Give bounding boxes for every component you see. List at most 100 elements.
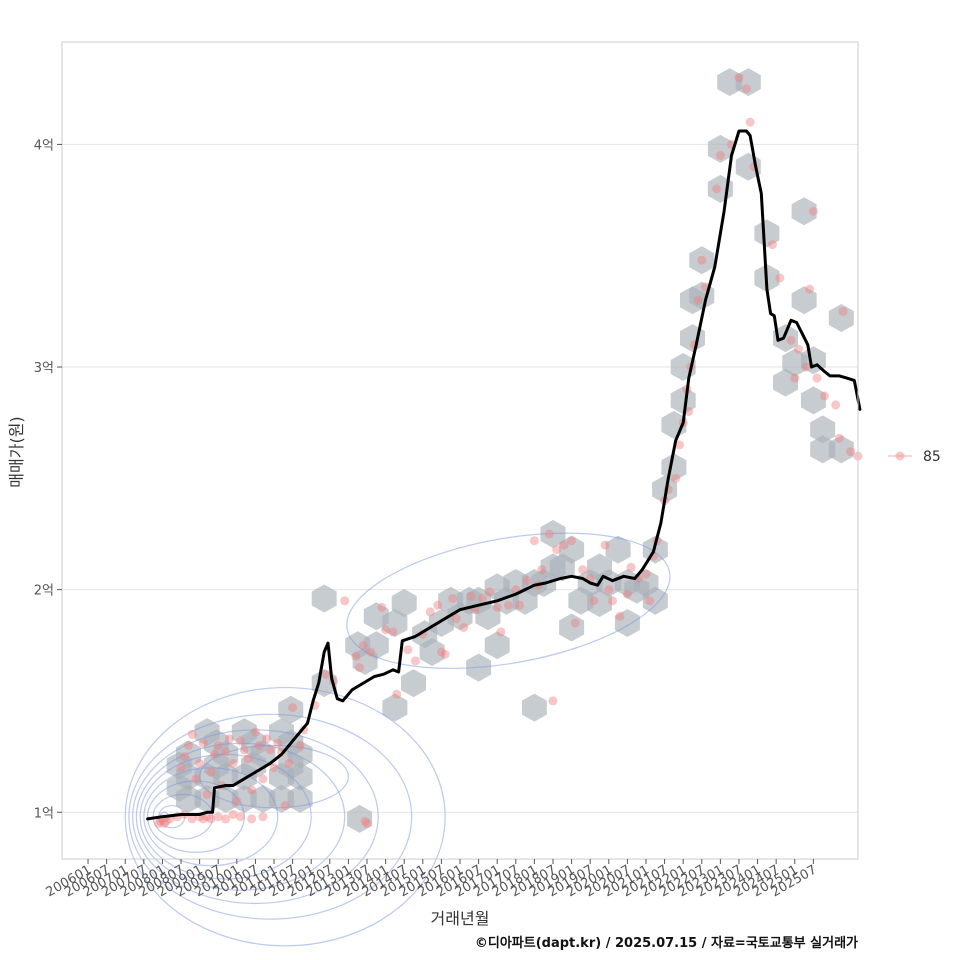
scatter-point-61 xyxy=(366,647,376,657)
hex-bin-36 xyxy=(401,669,426,698)
scatter-point-24 xyxy=(195,758,205,768)
scatter-point-42 xyxy=(262,734,272,744)
hex-bin-95 xyxy=(363,602,389,631)
density-contour-6 xyxy=(135,742,346,891)
scatter-point-55 xyxy=(340,596,350,606)
scatter-point-58 xyxy=(358,640,368,650)
scatter-point-53 xyxy=(321,669,331,679)
scatter-point-100 xyxy=(608,596,617,606)
scatter-point-20 xyxy=(180,752,190,762)
hex-bin-86 xyxy=(800,386,826,415)
scatter-point-129 xyxy=(775,273,785,283)
scatter-point-105 xyxy=(641,569,651,579)
density-contour-10 xyxy=(199,744,350,809)
scatter-point-39 xyxy=(250,727,260,737)
scatter-point-135 xyxy=(808,206,818,216)
scatter-point-27 xyxy=(206,767,216,777)
scatter-point-10 xyxy=(198,814,208,824)
y-axis-title: 매매가(원) xyxy=(7,416,26,487)
scatter-point-59 xyxy=(360,816,370,826)
hex-bin-22 xyxy=(203,751,229,780)
hex-bin-98 xyxy=(484,631,510,660)
hex-bin-82 xyxy=(773,368,798,397)
scatter-point-130 xyxy=(786,335,796,345)
scatter-point-81 xyxy=(496,627,506,637)
scatter-point-43 xyxy=(265,745,275,755)
scatter-point-74 xyxy=(451,614,461,624)
scatter-point-139 xyxy=(834,433,844,443)
scatter-point-102 xyxy=(622,589,632,599)
density-contour-5 xyxy=(139,753,312,880)
density-contour-band xyxy=(346,532,671,670)
scatter-point-88 xyxy=(537,565,547,575)
scatter-point-89 xyxy=(544,529,554,539)
scatter-point-101 xyxy=(615,611,625,621)
scatter-point-45 xyxy=(273,738,283,748)
scatter-point-111 xyxy=(671,473,681,483)
hex-bin-84 xyxy=(791,286,817,315)
density-contour-3 xyxy=(146,780,245,853)
density-contour-4 xyxy=(143,767,279,867)
scatter-point-21 xyxy=(184,741,193,750)
scatter-point-72 xyxy=(440,649,450,659)
scatter-point-41 xyxy=(258,774,268,784)
scatter-point-85 xyxy=(522,576,532,586)
scatter-point-16 xyxy=(236,812,245,822)
scatter-point-136 xyxy=(812,373,822,383)
density-contour-7 xyxy=(132,729,379,905)
hex-bin-24 xyxy=(241,751,267,780)
hex-bin-35 xyxy=(391,589,417,617)
scatter-point-3 xyxy=(159,818,169,828)
scatter-point-131 xyxy=(790,373,800,383)
density-contours xyxy=(124,532,671,947)
scatter-point-138 xyxy=(831,400,841,410)
scatter-point-38 xyxy=(247,785,257,795)
scatter-point-63 xyxy=(381,625,391,635)
hex-bin-96 xyxy=(419,638,445,666)
y-axis: 1억 2억 3억 4억 xyxy=(34,138,62,821)
scatter-point-13 xyxy=(213,812,223,822)
scatter-point-78 xyxy=(477,594,487,603)
scatter-point-140 xyxy=(838,306,848,316)
legend-key-point xyxy=(895,451,905,461)
scatter-point-92 xyxy=(559,540,569,550)
hex-bin-91 xyxy=(828,435,854,464)
scatter-point-49 xyxy=(288,703,298,713)
scatter-point-121 xyxy=(712,184,722,194)
scatter-point-80 xyxy=(492,602,502,612)
hex-bin-20 xyxy=(166,751,192,780)
scatter-point-125 xyxy=(741,84,751,94)
y-tick-label-0: 1억 xyxy=(34,806,54,821)
scatter-point-82 xyxy=(503,600,513,610)
scatter-point-22 xyxy=(187,729,197,739)
hex-bin-68 xyxy=(670,386,696,415)
scatter-point-115 xyxy=(684,407,694,416)
scatter-point-1 xyxy=(156,816,166,826)
scatter-point-15 xyxy=(228,810,238,819)
scatter-point-48 xyxy=(284,758,294,768)
hex-bin-75 xyxy=(707,134,733,163)
x-axis: 2006012006072007012007072008012008072009… xyxy=(44,859,819,900)
hex-bin-79 xyxy=(754,219,780,248)
y-tick-label-2: 3억 xyxy=(34,361,54,376)
x-axis-title: 거래년월 xyxy=(431,909,490,928)
scatter-point-76 xyxy=(466,591,476,601)
scatter-point-66 xyxy=(403,645,413,655)
hex-bin-26 xyxy=(278,751,304,780)
scatter-point-28 xyxy=(210,749,219,759)
density-contour-8 xyxy=(128,713,413,920)
scatter-point-75 xyxy=(459,623,469,632)
scatter-point-8 xyxy=(187,814,197,824)
scatter-point-91 xyxy=(552,545,562,555)
scatter-point-112 xyxy=(675,440,684,450)
hex-bin-57 xyxy=(587,589,612,617)
scatter-point-118 xyxy=(693,295,703,305)
scatter-point-132 xyxy=(794,344,803,354)
scatter-point-119 xyxy=(697,255,707,265)
hex-bin-33 xyxy=(382,693,408,722)
scatter-point-47 xyxy=(280,801,290,811)
hex-bin-99 xyxy=(559,613,585,642)
hex-bin-53 xyxy=(559,535,585,564)
